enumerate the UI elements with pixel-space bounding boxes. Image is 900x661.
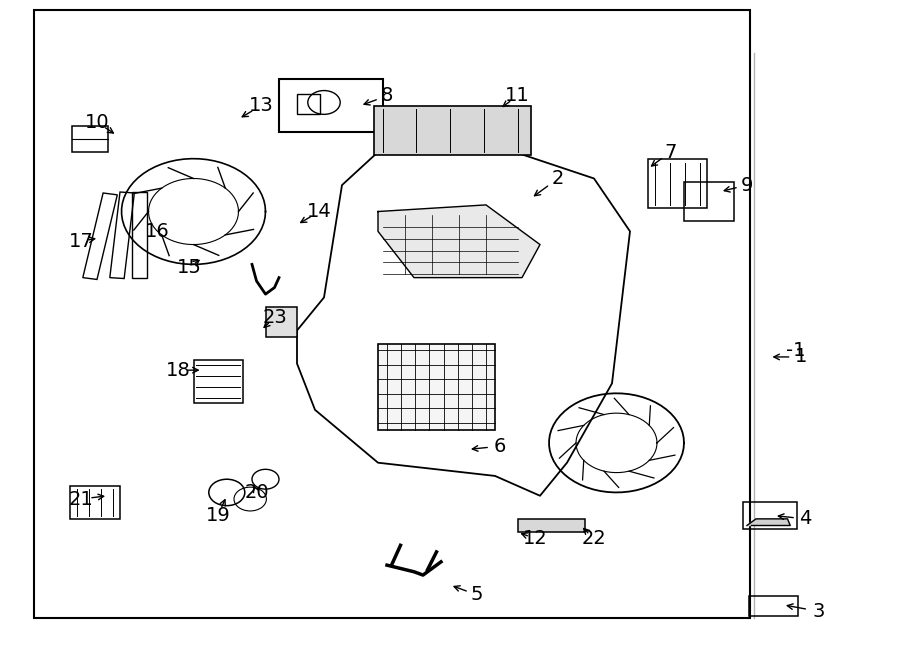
Bar: [378, 344, 495, 430]
Bar: [648, 159, 706, 208]
Text: 17: 17: [68, 232, 94, 251]
Text: 12: 12: [523, 529, 548, 548]
Bar: [518, 519, 585, 532]
Text: 14: 14: [307, 202, 332, 221]
Text: 7: 7: [664, 143, 677, 161]
Text: 6: 6: [493, 437, 506, 455]
Bar: [132, 192, 147, 278]
Text: 22: 22: [581, 529, 607, 548]
Text: 19: 19: [205, 506, 230, 525]
Bar: [279, 79, 382, 132]
Text: -1: -1: [786, 341, 806, 360]
Bar: [297, 94, 320, 114]
Text: 2: 2: [552, 169, 564, 188]
Text: 3: 3: [813, 602, 825, 621]
Bar: [34, 10, 750, 618]
Bar: [110, 192, 134, 278]
Text: 16: 16: [145, 222, 170, 241]
Text: 11: 11: [505, 87, 530, 105]
Bar: [72, 126, 108, 152]
Bar: [194, 360, 243, 403]
Text: 5: 5: [471, 586, 483, 604]
Text: 8: 8: [381, 87, 393, 105]
Text: 9: 9: [741, 176, 753, 194]
Bar: [742, 502, 796, 529]
Text: 13: 13: [248, 97, 274, 115]
Polygon shape: [747, 519, 790, 525]
Bar: [83, 193, 117, 280]
Bar: [684, 182, 734, 221]
Bar: [374, 106, 531, 155]
Bar: [749, 596, 798, 616]
Bar: [70, 486, 120, 519]
Text: 15: 15: [176, 258, 202, 277]
Text: 10: 10: [85, 113, 110, 132]
Text: 4: 4: [799, 510, 812, 528]
Text: 21: 21: [68, 490, 94, 508]
Polygon shape: [378, 205, 540, 278]
Text: 23: 23: [262, 308, 287, 327]
Bar: [266, 307, 297, 337]
Text: 20: 20: [244, 483, 269, 502]
Text: 18: 18: [166, 361, 191, 379]
Text: 1: 1: [795, 348, 807, 366]
